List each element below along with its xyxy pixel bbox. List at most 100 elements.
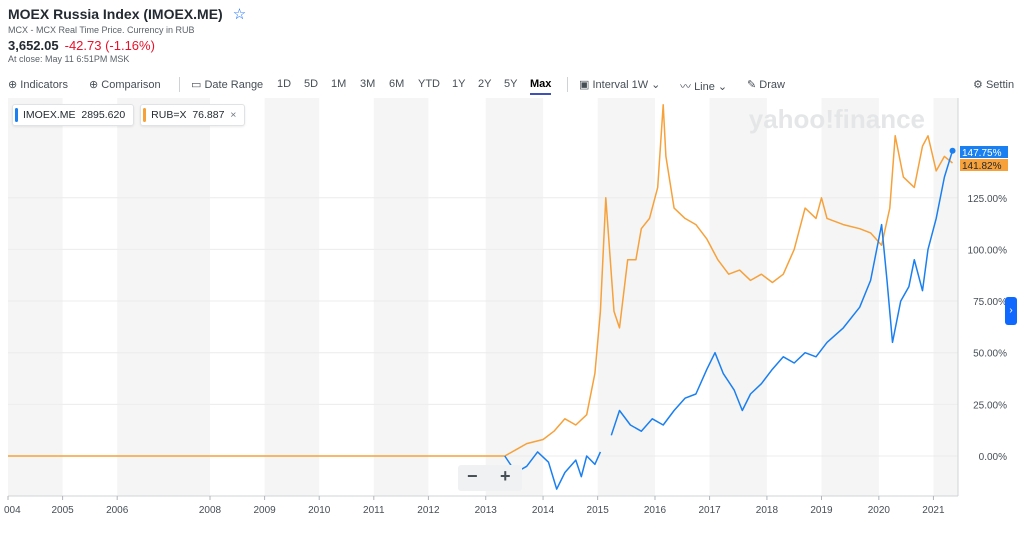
y-tick-label: 125.00% (968, 194, 1008, 205)
comparison-label: Comparison (101, 79, 161, 91)
last-value-label: 141.82% (962, 161, 1002, 172)
x-tick-label: 2011 (363, 505, 385, 516)
x-tick-label: 2005 (51, 505, 74, 516)
legend-symbol: RUB=X (151, 109, 187, 121)
indicators-label: Indicators (20, 79, 68, 91)
legend-container: IMOEX.ME 2895.620 RUB=X 76.887 × (12, 104, 246, 126)
divider (179, 77, 180, 92)
year-band (373, 98, 429, 496)
year-band (264, 98, 320, 496)
price: 3,652.05 (8, 38, 59, 53)
x-tick-label: 2015 (587, 505, 610, 516)
chevron-down-icon: ⌄ (717, 81, 728, 93)
series-color-swatch (143, 108, 147, 122)
date-range-button[interactable]: ▭ Date Range (191, 78, 263, 91)
last-value-label: 147.75% (962, 148, 1002, 159)
yahoo-finance-watermark: yahoo!finance (749, 104, 925, 134)
pencil-icon: ✎ (747, 79, 757, 91)
year-band (933, 98, 958, 496)
x-tick-label: 2021 (922, 505, 945, 516)
series-line-rubx (8, 104, 953, 457)
chart-type-dropdown[interactable]: 〰 Line ⌄ (680, 78, 727, 94)
legend-value: 2895.620 (81, 109, 126, 121)
last-point-marker (949, 147, 956, 154)
y-tick-label: 100.00% (968, 245, 1008, 256)
legend-symbol: IMOEX.ME (23, 109, 76, 121)
interval-label: Interval (592, 79, 629, 91)
price-change: -42.73 (-1.16%) (64, 38, 155, 53)
range-ytd[interactable]: YTD (418, 78, 440, 90)
y-tick-label: 0.00% (979, 452, 1007, 463)
x-tick-label: 2019 (810, 505, 833, 516)
zoom-controls: − + (458, 465, 522, 491)
range-6m[interactable]: 6M (389, 78, 405, 90)
x-tick-label: 2006 (106, 505, 129, 516)
page-title: MOEX Russia Index (IMOEX.ME) (8, 6, 223, 22)
range-max[interactable]: Max (530, 78, 552, 95)
range-2y[interactable]: 2Y (478, 78, 492, 90)
legend-value: 76.887 (192, 109, 225, 121)
plus-circle-icon: ⊕ (8, 79, 18, 91)
last-value-tag (960, 146, 1008, 158)
legend-imoex[interactable]: IMOEX.ME 2895.620 (12, 104, 135, 126)
range-5d[interactable]: 5D (304, 78, 319, 90)
x-tick-label: 2014 (532, 505, 555, 516)
draw-button[interactable]: ✎ Draw (747, 78, 785, 91)
range-1m[interactable]: 1M (331, 78, 347, 90)
price-row: 3,652.05 -42.73 (-1.16%) (8, 38, 155, 53)
last-value-tag (960, 159, 1008, 171)
scroll-right-button[interactable]: › (1005, 297, 1017, 325)
divider (567, 77, 568, 92)
draw-label: Draw (759, 79, 785, 91)
year-band (8, 98, 63, 496)
y-tick-label: 50.00% (973, 349, 1007, 360)
line-label: Line (694, 81, 715, 93)
remove-comparison-icon[interactable]: × (230, 109, 237, 121)
range-1d[interactable]: 1D (277, 78, 292, 90)
x-tick-label: 2010 (308, 505, 331, 516)
year-band (597, 98, 655, 496)
x-tick-label: 2013 (475, 505, 498, 516)
x-tick-label: 2009 (253, 505, 276, 516)
range-1y[interactable]: 1Y (452, 78, 466, 90)
line-chart-icon: 〰 (680, 81, 691, 93)
legend-rub[interactable]: RUB=X 76.887 × (140, 104, 246, 126)
x-tick-label: 2012 (417, 505, 440, 516)
x-tick-label: 2017 (698, 505, 721, 516)
year-band (821, 98, 879, 496)
price-chart[interactable]: 0.00% 25.00% 50.00% 75.00% 100.00% 125.00% 004… (0, 97, 1024, 538)
date-range-label: Date Range (204, 79, 264, 91)
chevron-down-icon: ⌄ (651, 79, 661, 91)
interval-value: 1W (631, 79, 649, 91)
star-icon[interactable]: ☆ (232, 5, 247, 23)
x-tick-label: 004 (4, 505, 21, 516)
settings-button[interactable]: ⚙ Settin (973, 78, 1014, 91)
gear-icon: ⚙ (973, 79, 983, 91)
x-tick-label: 2020 (868, 505, 891, 516)
zoom-out-button[interactable]: − (467, 466, 478, 486)
range-5y[interactable]: 5Y (504, 78, 518, 90)
quote-subtitle: MCX - MCX Real Time Price. Currency in R… (8, 25, 195, 35)
zoom-in-button[interactable]: + (500, 466, 511, 486)
year-band (709, 98, 767, 496)
indicators-button[interactable]: ⊕ Indicators (8, 78, 68, 91)
year-band (117, 98, 211, 496)
series-line-imoexme (504, 150, 954, 490)
title-row: MOEX Russia Index (IMOEX.ME) ☆ (8, 6, 246, 22)
range-3m[interactable]: 3M (360, 78, 376, 90)
comparison-button[interactable]: ⊕ Comparison (89, 78, 161, 91)
settings-label: Settin (985, 79, 1015, 91)
series-color-swatch (15, 108, 18, 122)
close-time: At close: May 11 6:51PM MSK (8, 54, 130, 64)
interval-dropdown[interactable]: ▣ Interval 1W ⌄ (579, 78, 660, 91)
y-tick-label: 75.00% (973, 297, 1007, 308)
x-tick-label: 2008 (199, 505, 222, 516)
interval-icon: ▣ (579, 79, 590, 91)
year-band (485, 98, 544, 496)
plus-circle-icon: ⊕ (89, 79, 99, 91)
x-tick-label: 2018 (756, 505, 779, 516)
y-tick-label: 25.00% (973, 400, 1007, 411)
chart-toolbar: ⊕ Indicators ⊕ Comparison ▭ Date Range 1… (0, 74, 1024, 95)
calendar-icon: ▭ (191, 79, 202, 91)
x-tick-label: 2016 (644, 505, 667, 516)
